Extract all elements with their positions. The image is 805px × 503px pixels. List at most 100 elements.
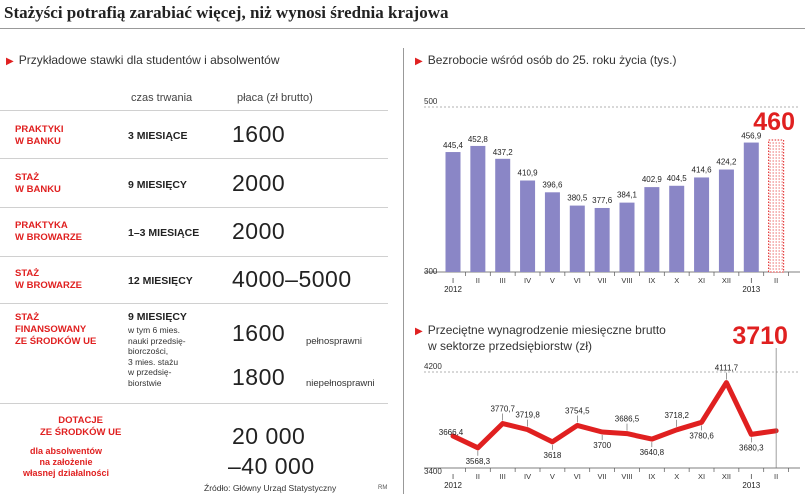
x-tick-label: I [452, 472, 454, 481]
x-tick-label: VI [574, 276, 581, 285]
arrow-icon: ▶ [415, 56, 423, 67]
line-value-label: 3686,5 [615, 415, 640, 424]
bar [619, 202, 635, 272]
x-tick-label: I [750, 276, 752, 285]
row-label-line: W BROWARZE [15, 280, 83, 291]
bar-value-label: 437,2 [493, 148, 514, 157]
line-value-label: 3754,5 [565, 406, 590, 415]
funded-pay-2-note: niepełnosprawni [306, 378, 375, 389]
row-label-line: STAŻ [15, 172, 40, 183]
arrow-icon: ▶ [6, 56, 14, 67]
bar-value-label: 424,2 [716, 158, 737, 167]
row-duration: 9 MIESIĘCY [128, 179, 187, 191]
row-duration: 12 MIESIĘCY [128, 275, 193, 287]
credit: RM [378, 485, 388, 491]
line-value-label: 3700 [593, 441, 611, 450]
row-divider [0, 403, 388, 404]
row-label-line: W BANKU [15, 136, 61, 147]
row-pay: 4000–5000 [232, 266, 352, 292]
line-value-label: 3770,7 [490, 405, 515, 414]
bar-value-label: 402,9 [642, 175, 663, 184]
line-chart-heading: ▶ Przeciętne wynagrodzenie miesięczne bru… [415, 323, 666, 354]
funded-note-line: nauki przedsię- [128, 335, 186, 346]
arrow-icon: ▶ [415, 326, 423, 337]
year-label: 2012 [444, 481, 462, 490]
row-label-line: PRAKTYKA [15, 220, 68, 231]
bar [669, 185, 685, 272]
x-tick-label: XI [698, 276, 705, 285]
x-tick-label: III [500, 276, 506, 285]
funded-note-line: w tym 6 mies. [128, 325, 180, 335]
funded-pay-1-note: pełnosprawni [306, 336, 362, 347]
x-tick-label: VII [598, 276, 607, 285]
x-tick-label: VIII [621, 276, 632, 285]
funded-label: STAŻ FINANSOWANY ZE ŚRODKÓW UE [15, 312, 96, 348]
row-label: PRAKTYKA W BROWARZE [15, 220, 82, 244]
bar-value-label: 445,4 [443, 141, 464, 150]
funded-note-line: 3 mies. stażu [128, 356, 179, 367]
row-pay: 2000 [232, 218, 286, 244]
x-tick-label: II [774, 276, 778, 285]
x-tick-label: V [550, 276, 555, 285]
bar-chart-title: Bezrobocie wśród osób do 25. roku życia … [427, 53, 677, 67]
bar-value-label-highlight: 460 [753, 108, 795, 136]
row-label: STAŻ W BROWARZE [15, 268, 82, 292]
row-divider [0, 110, 388, 111]
line-value-label: 3568,3 [466, 457, 491, 466]
line-value-label: 3618 [544, 451, 562, 460]
bar [544, 192, 560, 272]
funded-pay-2: 1800 [232, 364, 286, 390]
line-value-label: 3666,4 [439, 428, 464, 437]
line-value-label: 3680,3 [739, 443, 764, 452]
x-tick-label: VIII [621, 472, 632, 481]
funded-note: w tym 6 mies. nauki przedsię- biorczości… [128, 325, 228, 388]
line-chart-title-2: w sektorze przedsiębiorstw (zł) [428, 339, 593, 353]
line-chart-title-1: Przeciętne wynagrodzenie miesięczne brut… [427, 323, 666, 337]
x-tick-label: X [674, 472, 679, 481]
line-value-label: 3640,8 [640, 448, 665, 457]
x-tick-label: I [750, 472, 752, 481]
title-divider [0, 28, 805, 29]
row-duration: 3 MIESIĄCE [128, 130, 188, 142]
grants-pay-2: –40 000 [228, 453, 315, 479]
grants-label-line: ZE ŚRODKÓW UE [40, 427, 122, 438]
row-divider [0, 158, 388, 159]
bar [644, 187, 660, 272]
bar [470, 145, 486, 272]
bar-value-label: 452,8 [468, 135, 489, 144]
row-label: PRAKTYKI W BANKU [15, 124, 64, 148]
bar-value-label: 404,5 [667, 174, 688, 183]
section-divider [403, 48, 404, 494]
year-label: 2013 [742, 285, 760, 294]
y-tick-label: 300 [424, 267, 438, 276]
y-tick-label: 500 [424, 97, 438, 106]
left-heading-text: Przykładowe stawki dla studentów i absol… [18, 53, 280, 67]
bar [520, 180, 536, 272]
x-tick-label: VI [574, 472, 581, 481]
bar-value-label: 377,6 [592, 196, 613, 205]
row-label-line: W BANKU [15, 184, 61, 195]
x-tick-label: VII [598, 472, 607, 481]
line-value-label-highlight: 3710 [732, 322, 788, 350]
x-tick-label: XII [722, 472, 731, 481]
year-label: 2012 [444, 285, 462, 294]
funded-label-line: ZE ŚRODKÓW UE [15, 336, 97, 347]
line-value-label: 3780,6 [689, 431, 714, 440]
bar [445, 152, 461, 272]
funded-label-line: FINANSOWANY [15, 324, 87, 335]
row-pay: 1600 [232, 121, 286, 147]
row-label-line: STAŻ [15, 268, 40, 279]
x-tick-label: IX [648, 472, 655, 481]
row-divider [0, 207, 388, 208]
bar-chart-heading: ▶ Bezrobocie wśród osób do 25. roku życia… [415, 53, 676, 67]
bar [594, 207, 610, 272]
row-label-line: W BROWARZE [15, 232, 83, 243]
funded-duration: 9 MIESIĘCY [128, 311, 187, 323]
grants-sub-line: dla absolwentów [29, 446, 102, 456]
funded-note-line: biorstwie [128, 377, 162, 388]
line-value-label: 4111,7 [715, 364, 739, 373]
grants-sub-line: na założenie [39, 457, 93, 467]
grants-sublabel: dla absolwentów na założenie własnej dzi… [14, 446, 118, 479]
x-tick-label: IV [524, 472, 531, 481]
x-tick-label: XI [698, 472, 705, 481]
